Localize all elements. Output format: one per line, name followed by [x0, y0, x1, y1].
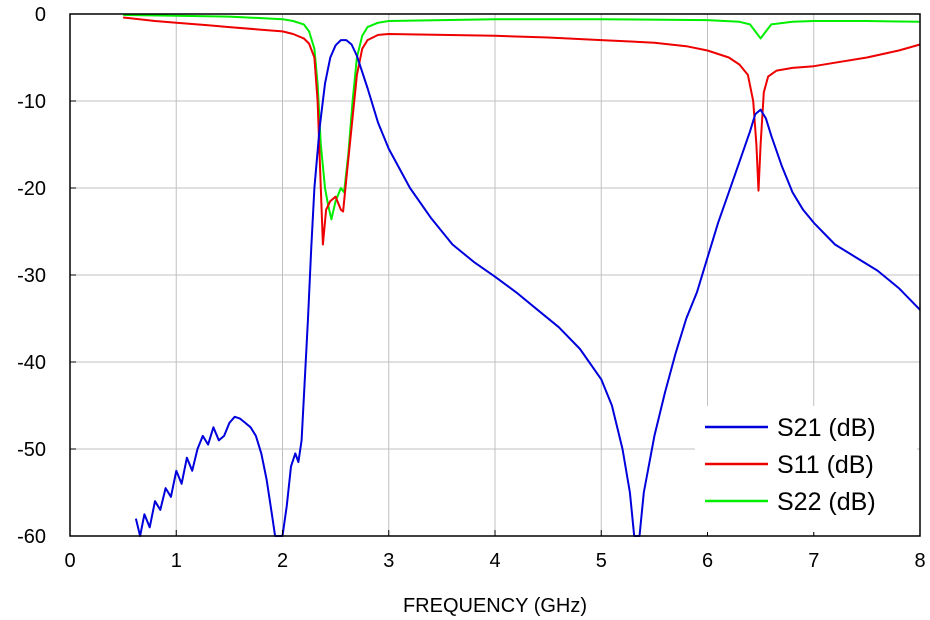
y-tick-label: -20	[17, 178, 46, 200]
tick-labels: 0 1 2 3 4 5 6 7 8 0 -10 -20 -30 -40 -50 -60	[17, 4, 925, 572]
x-tick-label: 2	[277, 550, 288, 572]
x-tick-label: 3	[383, 550, 394, 572]
x-axis-title: FREQUENCY (GHz)	[403, 595, 587, 617]
series-line-s22	[123, 13, 921, 221]
legend-label: S11 (dB)	[777, 451, 874, 479]
x-tick-label: 7	[808, 550, 819, 572]
y-tick-label: -10	[17, 91, 46, 113]
series-line-s11	[122, 16, 921, 246]
legend-label: S21 (dB)	[777, 414, 876, 442]
x-tick-label: 4	[489, 550, 500, 572]
x-tick-label: 6	[702, 550, 713, 572]
legend-label: S22 (dB)	[777, 488, 876, 516]
legend: S21 (dB) S11 (dB) S22 (dB)	[695, 406, 917, 532]
y-tick-label: 0	[35, 4, 46, 26]
x-tick-label: 0	[64, 550, 75, 572]
y-tick-label: -60	[17, 526, 46, 548]
y-tick-label: -30	[17, 265, 46, 287]
series-line-s21	[134, 39, 921, 537]
x-tick-label: 5	[596, 550, 607, 572]
y-tick-label: -50	[17, 439, 46, 461]
x-tick-label: 8	[914, 550, 925, 572]
x-tick-label: 1	[171, 550, 182, 572]
grid	[70, 14, 920, 536]
y-tick-label: -40	[17, 352, 46, 374]
series-layer	[122, 13, 921, 537]
